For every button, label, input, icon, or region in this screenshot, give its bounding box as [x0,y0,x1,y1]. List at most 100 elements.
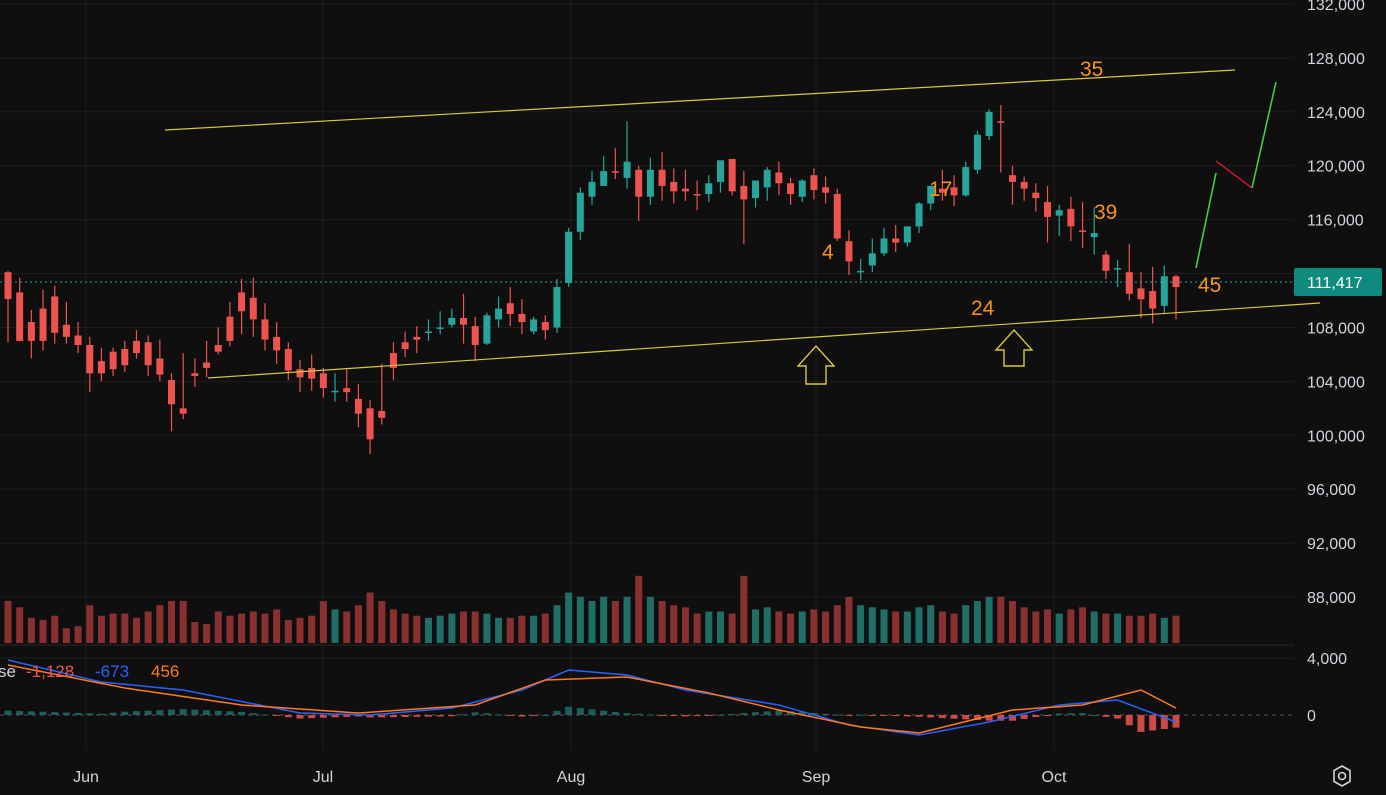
candle-body [565,231,573,283]
macd-histogram-bar [775,710,783,715]
macd-histogram-bar [366,715,374,718]
macd-histogram-bar [401,715,409,717]
price-tick-label: 124,000 [1307,105,1365,122]
volume-bar [144,611,152,643]
candle-body [810,175,818,190]
grid-lines [0,0,1294,750]
volume-bar [214,611,222,643]
macd-histogram-bar [880,715,888,716]
volume-bar [273,609,281,643]
macd-histogram-bar [518,715,526,717]
candle-body [471,326,479,345]
volume-bar [833,605,841,643]
volume-bar [1090,611,1098,643]
macd-histogram-bar [1032,715,1040,718]
volume-bar [1044,609,1052,643]
macd-histogram-bar [132,711,140,715]
macd-histogram-bar [214,710,222,715]
candle-body [997,121,1005,123]
macd-panel [0,659,1294,736]
macd-axis[interactable]: 4,000 0 [1307,651,1347,725]
candle-body [121,349,129,366]
macd-histogram-bar [121,711,129,715]
candle-body [62,324,70,337]
candle-body [716,160,724,182]
volume-bar [693,613,701,643]
macd-histogram-bar [191,709,199,715]
macd-histogram-bar [284,715,292,718]
volume-bar [880,609,888,643]
volume-bar [530,615,538,643]
candle-body [16,292,24,341]
volume-bar [927,605,935,643]
candle-body [448,318,456,325]
candle-body [950,187,958,196]
candle-body [623,161,631,178]
macd-histogram-bar [798,712,806,715]
volume-bar [658,601,666,643]
volume-bar [331,609,339,643]
candle-body [495,308,503,320]
candle-body [530,319,538,332]
projection-up-line [1195,172,1217,269]
macd-histogram-bar [693,715,701,717]
candle-body [1114,268,1122,270]
volume-bar [424,617,432,643]
volume-bar [973,601,981,643]
volume-bar [997,596,1005,643]
volume-bar [506,617,514,643]
macd-histogram-bar [705,715,713,716]
volume-bar [810,609,818,643]
candle-body [86,344,94,374]
candle-body [763,169,771,188]
volume-bar [74,626,82,643]
macd-histogram-bar [915,715,923,717]
macd-histogram-bar [424,715,432,717]
volume-bar [483,613,491,643]
volume-bar [938,611,946,643]
candle-body [413,336,421,340]
macd-histogram-bar [716,714,724,716]
candle-body [915,203,923,227]
volume-bar [763,607,771,643]
macd-histogram-bar [179,709,187,715]
macd-histogram-bar [1067,713,1075,715]
settings-gear-icon[interactable] [1328,762,1356,790]
candle-body [1055,210,1063,216]
channel-lower-line [207,302,1321,379]
volume-bar [179,601,187,643]
candle-body [1125,272,1133,294]
macd-histogram-bar [681,715,689,717]
volume-bar [1008,601,1016,643]
volume-bar [168,601,176,643]
macd-histogram-bar [144,710,152,715]
volume-bar [740,575,748,643]
candle-body [296,369,304,378]
projection-up-line [1251,81,1277,189]
candle-body [51,296,59,333]
macd-histogram-bar [927,715,935,718]
volume-bar [203,624,211,643]
macd-histogram-bar [483,713,491,715]
volume-bar [343,611,351,643]
price-tick-label: 104,000 [1307,374,1365,391]
candle-body [319,373,327,389]
macd-histogram-bar [670,715,678,716]
volume-bar [681,607,689,643]
volume-bar [4,601,12,643]
macd-histogram-bar [413,715,421,717]
price-tick-label: 116,000 [1307,213,1364,230]
volume-bar [728,613,736,643]
volume-bar [635,575,643,643]
candle-body [203,362,211,368]
volume-bar [86,605,94,643]
macd-histogram-bar [168,709,176,715]
macd-histogram-bar [460,714,468,716]
candle-body [436,327,444,329]
time-axis[interactable]: Jun Jul Aug Sep Oct [73,769,1067,786]
volume-bar [1160,617,1168,643]
macd-histogram-bar [389,715,397,718]
macd-legend: se -1,128 -673 456 [0,662,179,681]
macd-legend-histogram: -1,128 [26,662,74,681]
